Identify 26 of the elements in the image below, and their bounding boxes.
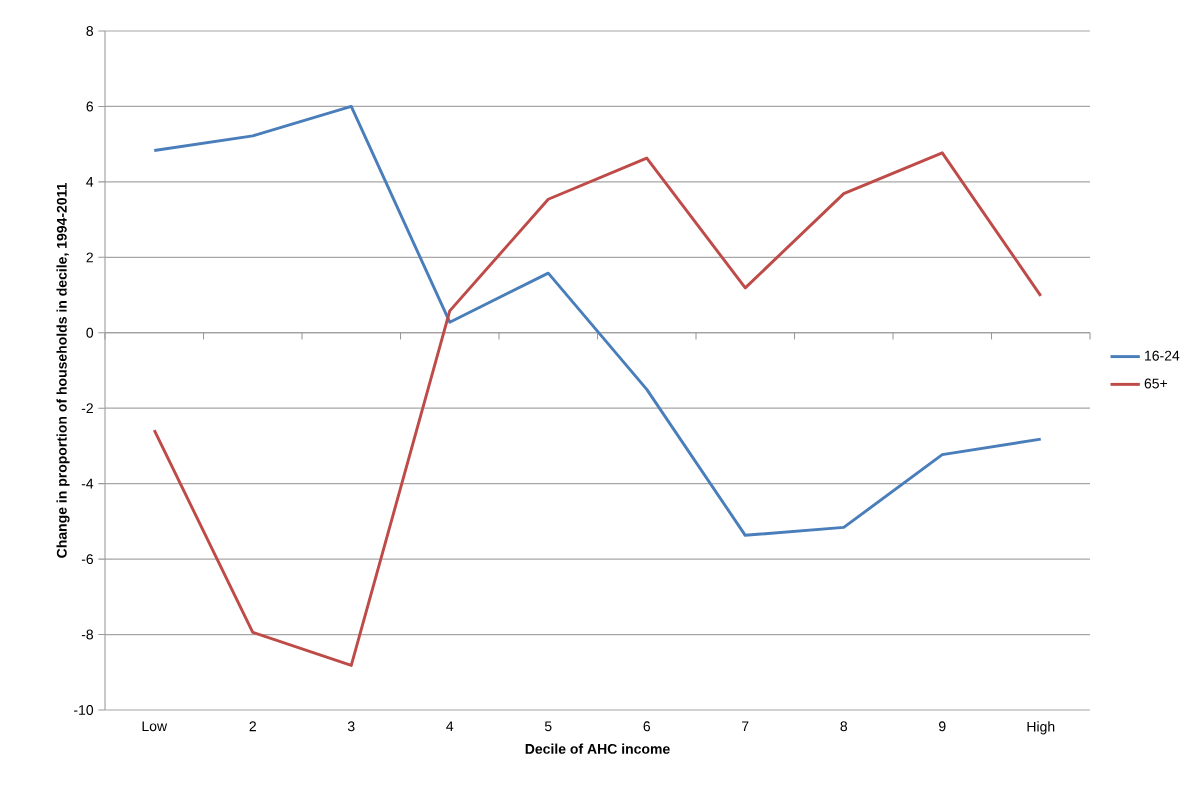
y-tick-label: 8 [86, 26, 94, 36]
x-tick-label: Low [142, 721, 168, 732]
y-tick-label: 4 [86, 177, 94, 187]
x-tick-label: 9 [939, 721, 946, 732]
x-tick-label: 5 [544, 721, 552, 732]
y-tick-label: -10 [74, 705, 94, 715]
y-tick-label: -4 [81, 478, 94, 489]
x-tick-label: High [1027, 721, 1055, 735]
x-tick-label: 8 [840, 721, 848, 732]
x-axis-title: Decile of AHC income [525, 743, 670, 754]
line-series [152, 104, 1043, 537]
legend-label: 16-24 [1145, 350, 1180, 361]
x-tick-label: 2 [249, 721, 256, 732]
x-tick-label: 7 [742, 721, 749, 731]
line-series [152, 151, 1043, 667]
legend-label: 65+ [1144, 378, 1168, 389]
y-tick-label: -6 [81, 554, 94, 565]
y-tick-label: 0 [86, 327, 94, 338]
y-tick-label: 2 [86, 252, 93, 263]
x-tick-label: 3 [347, 721, 355, 732]
x-tick-label: 6 [643, 721, 651, 732]
y-axis-title: Change in proportion of households in decile, 1994-2011 [56, 183, 70, 558]
y-tick-label: -8 [81, 629, 94, 640]
y-tick-label: -2 [81, 403, 93, 414]
x-tick-label: 4 [446, 721, 454, 731]
y-tick-label: 6 [86, 101, 94, 112]
